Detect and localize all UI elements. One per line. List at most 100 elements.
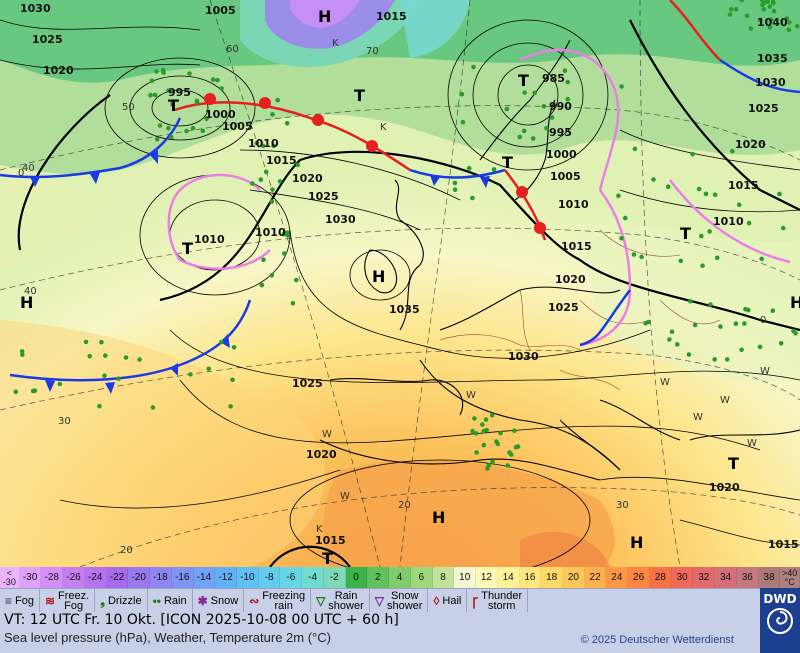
legend-label: Thunder storm: [481, 591, 522, 612]
isobar-label: 1015: [728, 179, 759, 192]
isobar-label: 1025: [32, 33, 63, 46]
rain-symbol: [170, 101, 175, 107]
rain-symbol: [219, 339, 224, 345]
low-pressure-marker: T: [168, 96, 179, 115]
rain-symbol: [290, 300, 296, 306]
graticule-label: 70: [366, 46, 379, 57]
scale-max-cell: >40 °C: [780, 567, 800, 588]
scale-min-cell-text: -30: [2, 576, 16, 587]
legend-label: Snow shower: [387, 591, 422, 612]
rain-symbol: [665, 184, 671, 189]
graticule-label: 20: [398, 500, 411, 511]
scale-max-cell-text: °C: [784, 576, 795, 587]
rain-symbol: [184, 128, 189, 134]
weather-letter: W: [747, 438, 757, 449]
rain-symbol: [99, 339, 104, 345]
dwd-logo-text: DWD: [763, 592, 797, 606]
weather-letter: W: [760, 366, 770, 377]
rain-symbol: [490, 459, 495, 465]
rain-symbol: [188, 372, 193, 377]
weather-letter: K: [332, 38, 339, 49]
legend-item-rain: •• Rain: [148, 589, 193, 613]
scale-cell: 32: [693, 567, 716, 588]
rain-symbol: [154, 137, 160, 142]
scale-cell: 10: [454, 567, 477, 588]
rain-symbol: [708, 302, 713, 307]
rain-symbol: [270, 187, 275, 192]
high-pressure-marker: H: [790, 293, 800, 312]
legend-label: Snow: [211, 595, 239, 607]
rain-symbol: [452, 180, 458, 186]
legend-label-line: storm: [487, 600, 516, 612]
scale-cell: -28: [41, 567, 64, 588]
rain-symbol: [759, 256, 764, 262]
scale-cell: 24: [606, 567, 629, 588]
legend-label: Rain shower: [328, 591, 364, 612]
scale-cell: -30: [19, 567, 42, 588]
weather-map: 1030 1005 1015 1040 1025 1020 995 1000 1005 1010 1…: [0, 0, 800, 567]
rain-symbol: [791, 328, 796, 334]
rain-symbol: [285, 230, 290, 235]
rain-symbol: [619, 236, 624, 241]
scale-cell: 36: [736, 567, 759, 588]
rain-symbol: [284, 121, 290, 126]
rain-symbol: [471, 64, 476, 70]
rain-symbol: [678, 258, 684, 264]
rain-symbol: [19, 349, 25, 354]
rain-symbol: [512, 428, 517, 434]
rain-symbol: [768, 17, 774, 23]
legend-label-line: shower: [328, 600, 364, 612]
rain-symbol: [714, 255, 720, 261]
rain-symbol: [736, 202, 742, 208]
scale-cell: 26: [628, 567, 650, 588]
scale-cell: -4: [302, 567, 324, 588]
legend-label-line: Rain: [163, 595, 187, 607]
legend-label-line: Fog: [15, 595, 34, 607]
rain-symbol: [152, 92, 158, 98]
weather-letter: W: [340, 491, 350, 502]
rain-symbol: [169, 134, 174, 140]
scale-max-cell-text: >40: [782, 567, 798, 578]
rain-symbol: [13, 389, 19, 395]
rain-symbol: [718, 324, 723, 329]
rain-symbol: [452, 187, 458, 192]
rain-symbol: [269, 199, 275, 204]
rain-symbol: [472, 416, 477, 421]
scale-cell: -8: [258, 567, 281, 588]
rain-symbol: [166, 88, 171, 93]
rain-symbol: [491, 167, 497, 172]
rain-symbol: [102, 373, 107, 379]
rain-symbol: [700, 263, 705, 269]
rain-symbol: [231, 345, 237, 350]
graticule-label: 30: [58, 416, 71, 427]
drizzle-icon: ❟: [100, 593, 105, 608]
weather-legend: ≡ Fog ≋ Freez. Fog ❟ Drizzle •• Rain ✱ Snow ∾ Freezi…: [0, 588, 760, 614]
rain-symbol: [271, 143, 276, 148]
rain-symbol: [767, 4, 773, 9]
rain-symbol: [767, 25, 773, 30]
scale-cell: -10: [237, 567, 259, 588]
isobar-label: 990: [549, 100, 572, 113]
rain-symbol: [470, 195, 475, 201]
legend-label: Fog: [15, 595, 34, 607]
rain-symbol: [778, 341, 784, 346]
high-pressure-marker: H: [630, 533, 643, 552]
isobar-label: 995: [168, 86, 191, 99]
isobar-label: 1000: [546, 148, 577, 161]
rain-shower-icon: ▽: [316, 594, 326, 608]
rain-symbol: [282, 251, 287, 256]
rain-symbol: [699, 233, 704, 239]
map-description: Sea level pressure (hPa), Weather, Tempe…: [4, 630, 331, 645]
weather-letter: W: [693, 412, 703, 423]
scale-cell: 22: [584, 567, 607, 588]
isobar-label: 1010: [255, 226, 286, 239]
legend-item-thunderstorm: Ꞅ Thunder storm: [467, 589, 529, 613]
isobar-label: 1020: [306, 448, 337, 461]
rain-symbol: [739, 347, 744, 353]
rain-symbol: [470, 428, 475, 434]
legend-item-rain-shower: ▽ Rain shower: [311, 589, 370, 613]
rain-symbol: [675, 342, 680, 347]
rain-symbol: [787, 20, 792, 25]
rain-symbol: [562, 68, 568, 73]
scale-cell: 20: [563, 567, 585, 588]
